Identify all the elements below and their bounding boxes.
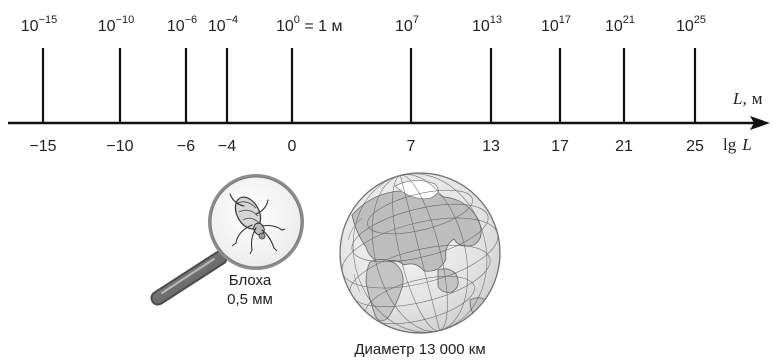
earth-globe-icon bbox=[339, 172, 501, 334]
power-label: 10−10 bbox=[98, 14, 134, 35]
power-label: 107 bbox=[395, 14, 419, 35]
power-label: 1017 bbox=[541, 14, 571, 35]
power-label: 100 = 1 м bbox=[276, 14, 343, 35]
power-label: 1025 bbox=[676, 14, 706, 35]
power-label: 10−6 bbox=[167, 14, 197, 35]
earth-diameter: Диаметр 13 000 км bbox=[354, 341, 486, 358]
flea-icon bbox=[229, 193, 286, 255]
tick-label: 17 bbox=[551, 138, 569, 155]
axis-top-label: L, м bbox=[732, 89, 763, 108]
tick-label: −10 bbox=[106, 138, 133, 155]
tick-label: 21 bbox=[615, 138, 633, 155]
tick-label: 25 bbox=[686, 138, 704, 155]
flea-caption: Блоха 0,5 мм bbox=[205, 271, 295, 309]
flea-name: Блоха bbox=[228, 272, 272, 289]
power-label: 10−4 bbox=[208, 14, 238, 35]
axis-bottom-label: lg L bbox=[723, 135, 752, 154]
tick-marks bbox=[41, 48, 697, 123]
tick-label: 7 bbox=[407, 138, 416, 155]
tick-label: 13 bbox=[482, 138, 500, 155]
tick-label: −6 bbox=[177, 138, 195, 155]
tick-labels: −15 −10 −6 −4 0 7 13 17 21 25 bbox=[29, 138, 704, 155]
power-label: 1021 bbox=[605, 14, 635, 35]
flea-size: 0,5 мм bbox=[227, 291, 273, 308]
power-labels: 10−15 10−10 10−6 10−4 100 = 1 м 107 1013 1017 10… bbox=[21, 14, 706, 35]
tick-label: −15 bbox=[29, 138, 56, 155]
tick-label: −4 bbox=[218, 138, 236, 155]
earth-caption: Диаметр 13 000 км bbox=[320, 340, 520, 359]
magnifier-icon bbox=[150, 174, 304, 306]
power-label: 1013 bbox=[472, 14, 502, 35]
axis-arrowhead bbox=[750, 116, 770, 130]
power-label: 10−15 bbox=[21, 14, 57, 35]
tick-label: 0 bbox=[288, 138, 297, 155]
